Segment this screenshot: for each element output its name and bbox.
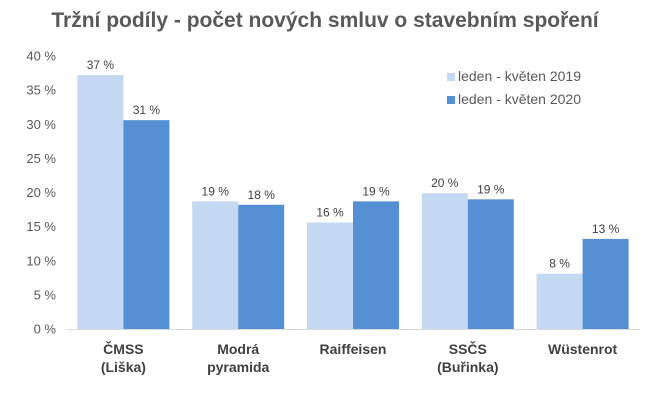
data-label: 20 % [431, 176, 459, 190]
bar-2-1 [123, 120, 170, 329]
y-tick-label: 30 % [26, 117, 56, 132]
y-tick-label: 20 % [26, 185, 56, 200]
bar-1-3 [307, 222, 353, 329]
category-label: (Buřinka) [437, 359, 498, 375]
category-label: Wüstenrot [548, 341, 618, 357]
legend-label-1: leden - květen 2019 [458, 68, 581, 84]
bar-1-1 [77, 75, 124, 329]
data-label: 19 % [477, 182, 505, 196]
data-label: 19 % [202, 184, 230, 198]
data-label: 13 % [592, 222, 620, 236]
y-tick-label: 15 % [26, 219, 56, 234]
category-label: pyramida [207, 359, 269, 375]
legend-swatch-1 [447, 73, 455, 81]
bar-1-5 [536, 273, 583, 329]
data-label: 31 % [133, 103, 161, 117]
category-label: Raiffeisen [320, 341, 387, 357]
bar-1-2 [192, 201, 239, 329]
chart-title: Tržní podíly - počet nových smluv o stav… [51, 9, 599, 32]
data-label: 16 % [316, 206, 344, 220]
category-label: ČMSS [103, 340, 143, 357]
bar-2-5 [582, 238, 629, 329]
legend-swatch-2 [447, 96, 455, 104]
legend-label-2: leden - květen 2020 [458, 91, 581, 107]
category-label: Modrá [217, 341, 259, 357]
category-label: (Liška) [101, 359, 146, 375]
bar-2-4 [467, 199, 514, 329]
y-tick-label: 10 % [26, 253, 56, 268]
y-tick-label: 35 % [26, 83, 56, 98]
data-label: 37 % [87, 58, 115, 72]
y-tick-label: 40 % [26, 49, 56, 64]
category-label: SSČS [449, 340, 487, 357]
y-tick-label: 25 % [26, 151, 56, 166]
bar-2-3 [353, 201, 399, 329]
data-label: 8 % [549, 257, 570, 271]
y-tick-label: 5 % [34, 287, 57, 302]
data-label: 18 % [248, 188, 276, 202]
data-label: 19 % [362, 184, 390, 198]
bar-2-2 [238, 204, 285, 329]
bar-1-4 [421, 193, 468, 329]
y-tick-label: 0 % [34, 322, 57, 337]
